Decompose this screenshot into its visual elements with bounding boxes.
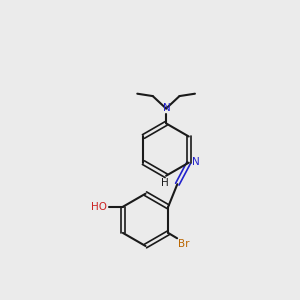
Text: H: H	[161, 178, 169, 188]
Text: Br: Br	[178, 239, 190, 249]
Text: HO: HO	[92, 202, 107, 212]
Text: N: N	[163, 103, 170, 113]
Text: N: N	[192, 157, 200, 167]
